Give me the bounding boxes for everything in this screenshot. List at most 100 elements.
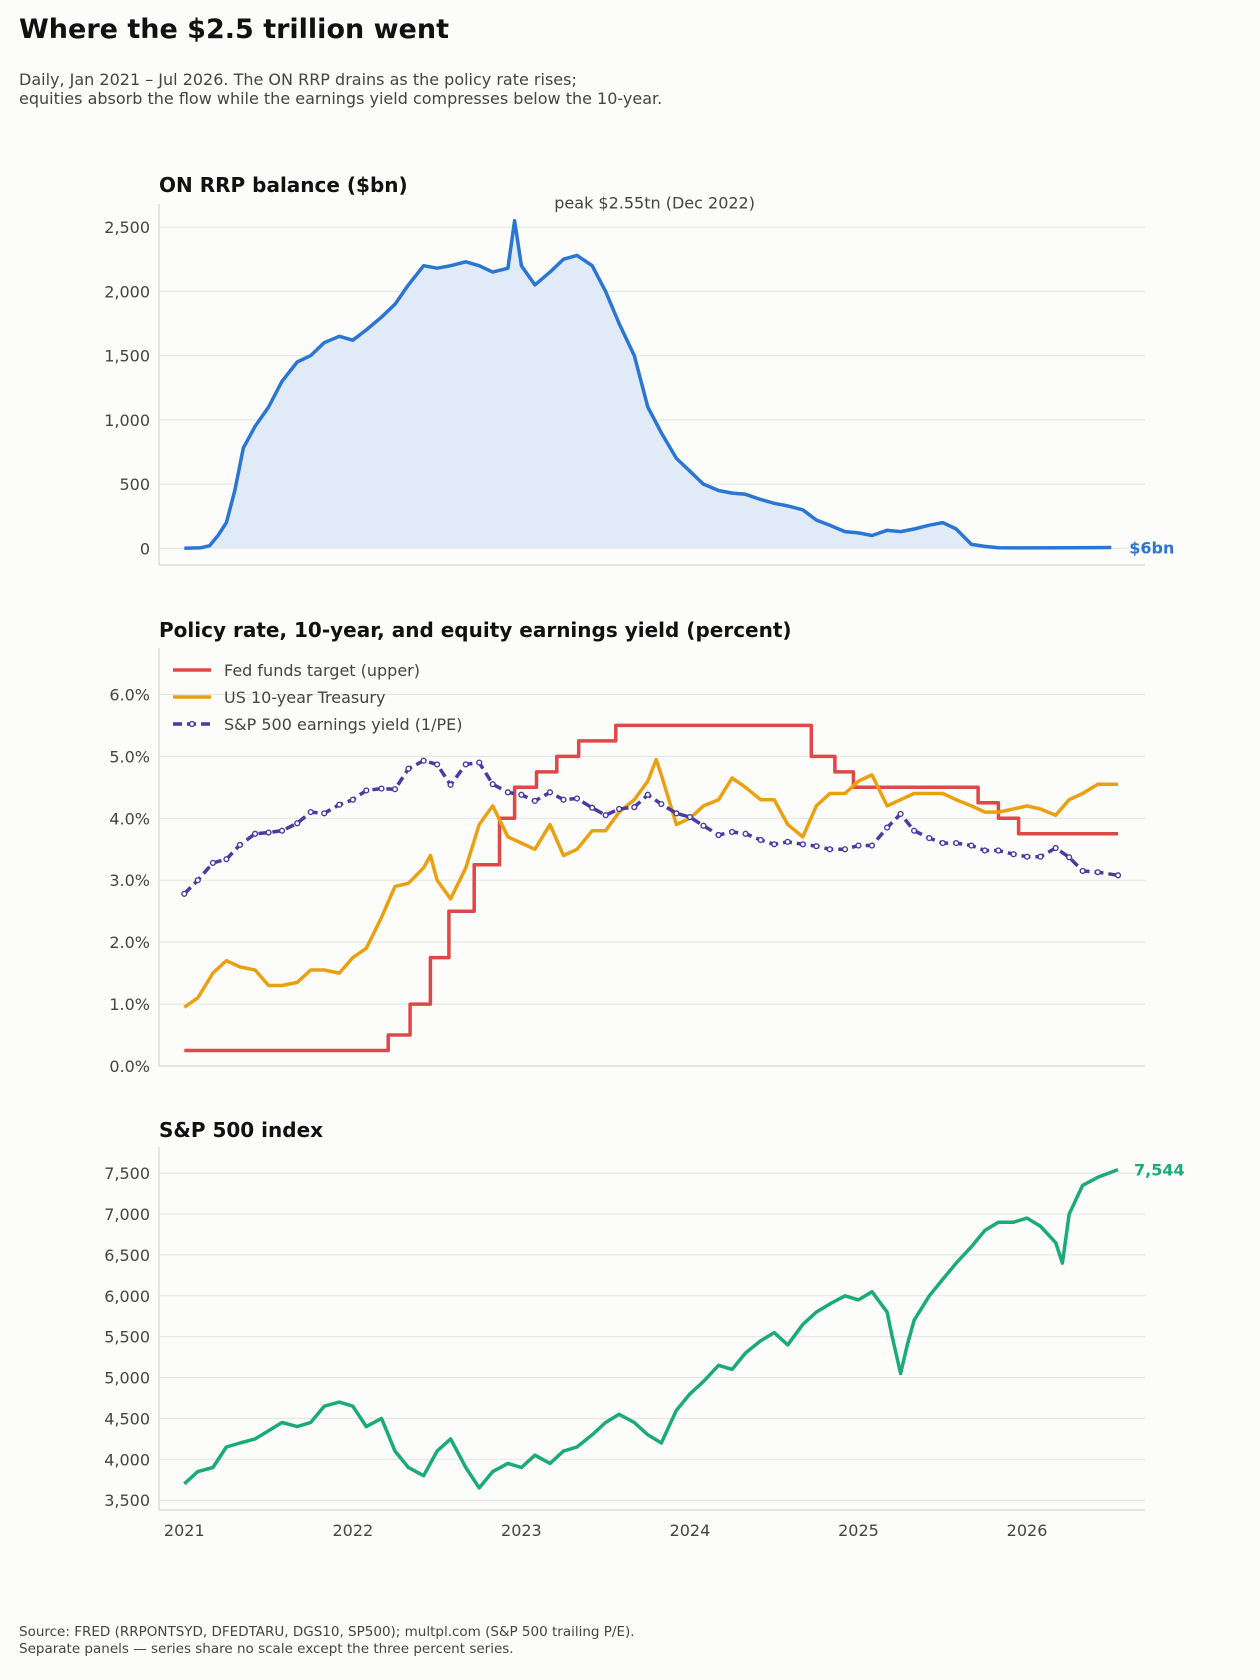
y-tick-label-3-6: 6,500 (104, 1246, 150, 1265)
x-tick-label-2024: 2024 (670, 1521, 711, 1540)
footer-line-1: Source: FRED (RRPONTSYD, DFEDTARU, DGS10… (19, 1624, 635, 1640)
earnings-yield-point (953, 839, 960, 847)
x-tick-label-2022: 2022 (332, 1521, 373, 1540)
y-tick-label-2-0: 0.0% (109, 1057, 150, 1076)
rrp-peak-annotation: peak $2.55tn (Dec 2022) (554, 194, 755, 213)
earnings-yield-point (223, 856, 230, 863)
earnings-yield-point (939, 839, 946, 847)
rrp-area-fill (184, 220, 1112, 549)
y-tick-label-1-0: 0 (140, 539, 150, 558)
earnings-yield-point (1052, 844, 1059, 852)
earnings-yield-point (391, 786, 399, 793)
footer-line-2: Separate panels — series share no scale … (19, 1641, 514, 1657)
earnings-yield-point (757, 836, 764, 844)
y-tick-label-2-4: 4.0% (109, 809, 150, 828)
earnings-yield-point (349, 796, 356, 803)
earnings-yield-point (658, 800, 665, 808)
earnings-yield-point (321, 810, 328, 817)
spx-line (183, 1167, 1119, 1490)
earnings-yield-point (420, 757, 427, 764)
earnings-yield-point (868, 842, 876, 849)
earnings-yield-point (405, 765, 412, 772)
y-tick-label-2-2: 2.0% (109, 933, 150, 952)
earnings-yield-point (644, 791, 651, 798)
panel-title-3: S&P 500 index (159, 1118, 323, 1142)
y-tick-label-3-8: 7,500 (104, 1164, 150, 1183)
earnings-yield-point (995, 847, 1002, 854)
panel-title-2: Policy rate, 10-year, and equity earning… (159, 618, 792, 642)
earnings-yield-point (546, 789, 554, 796)
x-tick-label-2023: 2023 (501, 1521, 542, 1540)
legend-label-3: S&P 500 earnings yield (1/PE) (224, 715, 463, 734)
earnings-yield-point (968, 842, 975, 849)
subtitle-line-2: equities absorb the flow while the earni… (19, 89, 663, 108)
rrp-line (184, 218, 1112, 551)
y-tick-label-2-5: 5.0% (109, 747, 150, 766)
earnings-yield-line (183, 758, 1119, 896)
legend-label-1: Fed funds target (upper) (224, 661, 420, 680)
rrp-end-label: $6bn (1129, 539, 1174, 558)
earnings-yield-point (1094, 869, 1101, 876)
legend-label-2: US 10-year Treasury (224, 688, 385, 707)
treasury-10y-line (183, 757, 1118, 1009)
earnings-yield-point (462, 761, 469, 768)
chart-panels: ON RRP balance ($bn) 0 500 1,000 1,500 2,000 2… (104, 173, 1185, 1540)
earnings-yield-point (489, 781, 496, 788)
panel-title-1: ON RRP balance ($bn) (159, 173, 408, 197)
earnings-yield-point (265, 829, 272, 836)
x-tick-label-2026: 2026 (1007, 1521, 1048, 1540)
spx-end-label: 7,544 (1134, 1161, 1185, 1180)
y-tick-label-3-3: 5,000 (104, 1369, 150, 1388)
earnings-yield-point (784, 838, 791, 845)
x-tick-label-2025: 2025 (838, 1521, 879, 1540)
earnings-yield-point (294, 820, 301, 827)
earnings-yield-point (855, 842, 862, 849)
earnings-yield-point (631, 804, 638, 811)
earnings-yield-point (926, 835, 933, 842)
y-tick-label-1-4: 2,000 (104, 282, 150, 301)
earnings-yield-point (336, 801, 343, 808)
y-tick-label-3-1: 4,000 (104, 1450, 150, 1469)
fed-funds-line (184, 723, 1118, 1053)
earnings-yield-point (1037, 853, 1044, 860)
earnings-yield-point (742, 830, 749, 837)
earnings-yield-point (363, 787, 370, 794)
earnings-yield-point (841, 846, 849, 853)
source-footer: Source: FRED (RRPONTSYD, DFEDTARU, DGS10… (19, 1624, 635, 1658)
earnings-yield-point (434, 761, 441, 768)
earnings-yield-point (813, 843, 820, 850)
earnings-yield-point (307, 809, 314, 816)
earnings-yield-point (209, 859, 217, 866)
earnings-yield-point (476, 759, 483, 766)
earnings-yield-point (1010, 851, 1017, 858)
earnings-yield-point (1066, 854, 1073, 861)
earnings-yield-point (181, 890, 188, 897)
y-tick-label-3-0: 3,500 (104, 1491, 150, 1510)
earnings-yield-point (981, 847, 988, 854)
earnings-yield-point (1114, 872, 1122, 879)
earnings-yield-point (194, 877, 201, 884)
earnings-yield-point (799, 841, 806, 848)
y-tick-label-2-6: 6.0% (109, 685, 150, 704)
earnings-yield-point (504, 789, 511, 796)
earnings-yield-point (573, 795, 581, 802)
earnings-yield-point (378, 785, 385, 792)
earnings-yield-point (560, 796, 567, 803)
y-tick-label-3-7: 7,000 (104, 1205, 150, 1224)
earnings-yield-point (897, 810, 904, 818)
earnings-yield-point (715, 831, 722, 839)
earnings-yield-point (236, 841, 244, 849)
earnings-yield-point (884, 824, 891, 831)
earnings-yield-point (686, 813, 694, 821)
y-tick-label-2-1: 1.0% (109, 995, 150, 1014)
earnings-yield-point (447, 781, 454, 788)
earnings-yield-point (602, 812, 609, 819)
earnings-yield-point (589, 804, 596, 811)
earnings-yield-point (728, 828, 736, 836)
earnings-yield-point (673, 810, 680, 817)
earnings-yield-point (771, 841, 778, 848)
y-tick-label-3-4: 5,500 (104, 1328, 150, 1347)
x-tick-label-2021: 2021 (164, 1521, 205, 1540)
earnings-yield-point (700, 822, 707, 829)
y-tick-label-1-3: 1,500 (104, 347, 150, 366)
